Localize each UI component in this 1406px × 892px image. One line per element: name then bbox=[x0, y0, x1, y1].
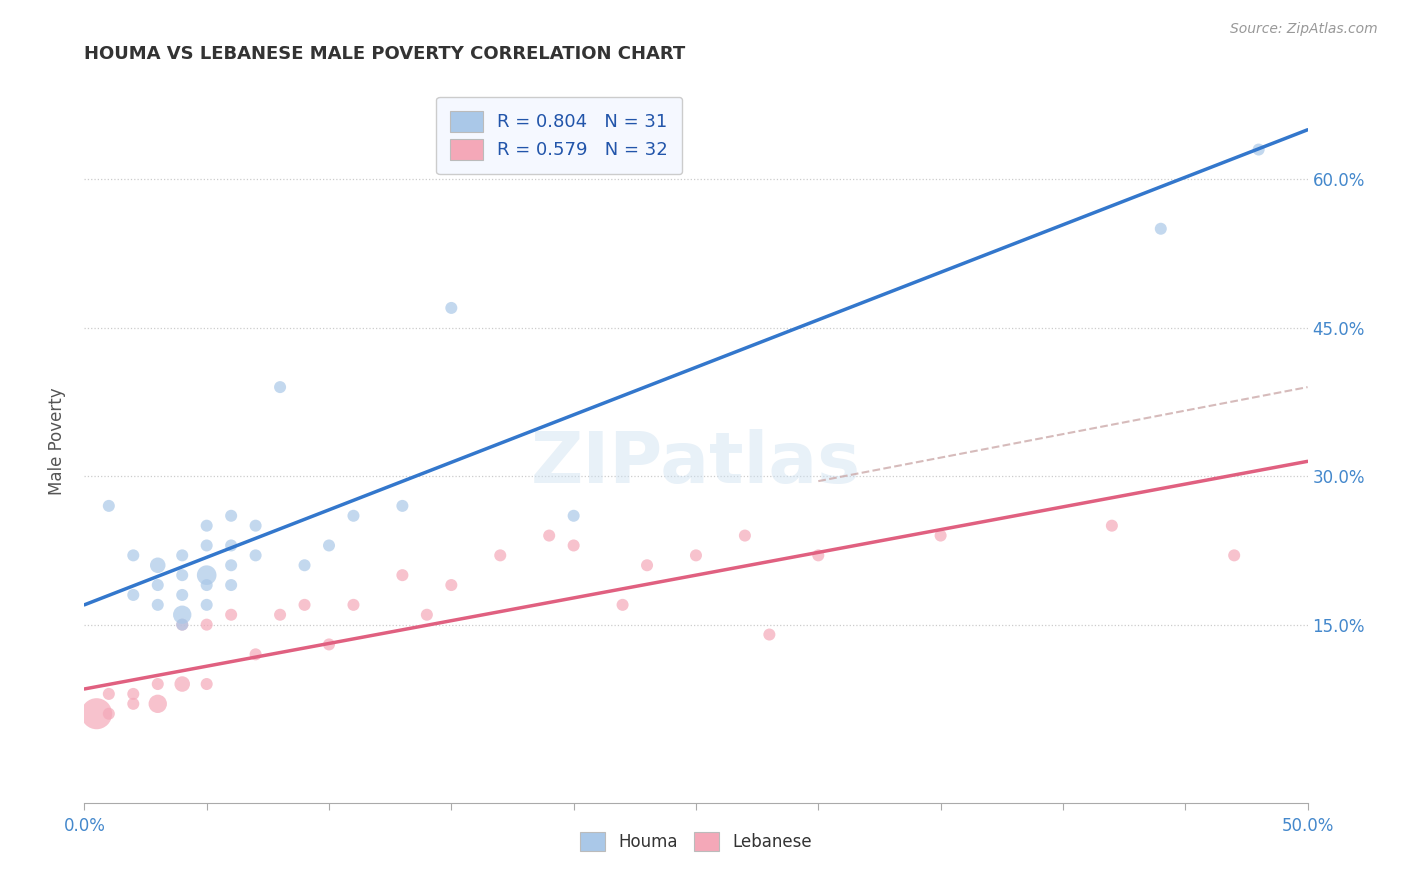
Text: Source: ZipAtlas.com: Source: ZipAtlas.com bbox=[1230, 22, 1378, 37]
Point bbox=[195, 568, 218, 582]
Point bbox=[245, 648, 267, 662]
Point bbox=[245, 518, 267, 533]
Point bbox=[416, 607, 439, 622]
Point bbox=[146, 677, 169, 691]
Point bbox=[172, 568, 194, 582]
Point bbox=[195, 578, 218, 592]
Point bbox=[636, 558, 658, 573]
Point bbox=[172, 617, 194, 632]
Point bbox=[219, 539, 242, 553]
Text: ZIPatlas: ZIPatlas bbox=[531, 429, 860, 498]
Point bbox=[172, 588, 194, 602]
Point bbox=[172, 617, 194, 632]
Y-axis label: Male Poverty: Male Poverty bbox=[48, 388, 66, 495]
Point bbox=[245, 549, 267, 563]
Point bbox=[342, 508, 364, 523]
Point bbox=[269, 380, 291, 394]
Point bbox=[294, 598, 316, 612]
Point bbox=[122, 687, 145, 701]
Point bbox=[97, 687, 120, 701]
Point bbox=[929, 528, 952, 542]
Point bbox=[318, 539, 340, 553]
Text: HOUMA VS LEBANESE MALE POVERTY CORRELATION CHART: HOUMA VS LEBANESE MALE POVERTY CORRELATI… bbox=[84, 45, 686, 63]
Point bbox=[269, 607, 291, 622]
Point bbox=[391, 499, 413, 513]
Point bbox=[1150, 221, 1173, 235]
Point bbox=[146, 578, 169, 592]
Point bbox=[685, 549, 707, 563]
Point bbox=[219, 578, 242, 592]
Point bbox=[1247, 143, 1270, 157]
Point bbox=[734, 528, 756, 542]
Point bbox=[146, 558, 169, 573]
Point bbox=[195, 539, 218, 553]
Point bbox=[1101, 518, 1123, 533]
Point bbox=[146, 598, 169, 612]
Point bbox=[122, 549, 145, 563]
Point bbox=[391, 568, 413, 582]
Point bbox=[489, 549, 512, 563]
Point bbox=[342, 598, 364, 612]
Point bbox=[122, 697, 145, 711]
Point bbox=[294, 558, 316, 573]
Point bbox=[318, 637, 340, 651]
Point bbox=[612, 598, 634, 612]
Point bbox=[219, 607, 242, 622]
Point bbox=[440, 301, 463, 315]
Point bbox=[195, 598, 218, 612]
Point bbox=[195, 518, 218, 533]
Point bbox=[440, 578, 463, 592]
Point bbox=[172, 607, 194, 622]
Point bbox=[97, 706, 120, 721]
Point bbox=[172, 677, 194, 691]
Legend: Houma, Lebanese: Houma, Lebanese bbox=[571, 824, 821, 860]
Point bbox=[172, 549, 194, 563]
Point bbox=[122, 588, 145, 602]
Point bbox=[538, 528, 561, 542]
Point bbox=[146, 697, 169, 711]
Point bbox=[86, 706, 108, 721]
Point bbox=[758, 627, 780, 641]
Point bbox=[807, 549, 830, 563]
Point bbox=[195, 677, 218, 691]
Point bbox=[97, 499, 120, 513]
Point bbox=[562, 539, 585, 553]
Point bbox=[562, 508, 585, 523]
Point bbox=[219, 508, 242, 523]
Point bbox=[219, 558, 242, 573]
Point bbox=[1223, 549, 1246, 563]
Point bbox=[195, 617, 218, 632]
